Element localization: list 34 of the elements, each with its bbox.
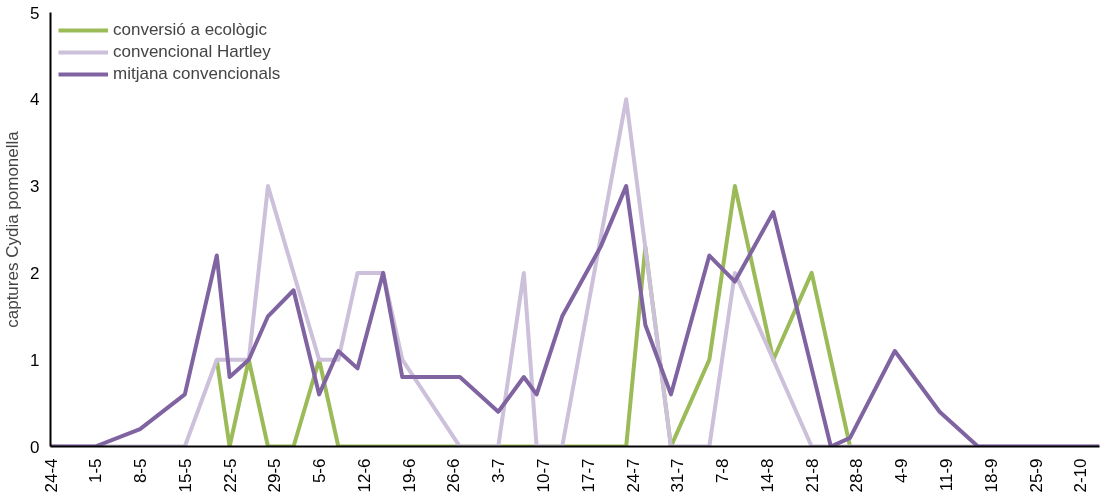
x-tick-label: 26-6 bbox=[444, 458, 464, 493]
x-tick-label: 28-8 bbox=[847, 458, 867, 493]
x-tick-label: 24-4 bbox=[41, 458, 61, 493]
x-tick-label: 10-7 bbox=[534, 458, 554, 493]
x-tick-label: 3-7 bbox=[489, 458, 509, 484]
x-tick-label: 5-6 bbox=[310, 458, 330, 484]
x-tick-label: 25-9 bbox=[1026, 458, 1046, 493]
x-tick-label: 14-8 bbox=[757, 458, 777, 493]
legend-label: mitjana convencionals bbox=[113, 64, 281, 84]
x-tick-label: 7-8 bbox=[713, 458, 733, 484]
x-tick-label: 29-5 bbox=[265, 458, 285, 493]
x-tick-label: 24-7 bbox=[623, 458, 643, 493]
x-tick-label: 1-5 bbox=[86, 458, 106, 484]
x-tick-label: 8-5 bbox=[131, 458, 151, 484]
y-tick-label: 0 bbox=[30, 437, 40, 457]
x-tick-label: 17-7 bbox=[578, 458, 598, 493]
x-tick-label: 2-10 bbox=[1071, 458, 1091, 493]
y-tick-label: 1 bbox=[30, 350, 40, 370]
x-tick-label: 22-5 bbox=[220, 458, 240, 493]
y-tick-label: 2 bbox=[30, 263, 40, 283]
y-tick-label: 3 bbox=[30, 177, 40, 197]
legend-label: convencional Hartley bbox=[113, 42, 271, 62]
x-tick-label: 21-8 bbox=[802, 458, 822, 493]
x-tick-label: 4-9 bbox=[892, 458, 912, 484]
y-tick-label: 4 bbox=[30, 90, 40, 110]
y-axis-title: captures Cydia pomonella bbox=[3, 130, 23, 328]
x-tick-label: 31-7 bbox=[668, 458, 688, 493]
x-tick-label: 11-9 bbox=[936, 458, 956, 492]
y-tick-label: 5 bbox=[30, 3, 40, 23]
x-tick-label: 18-9 bbox=[981, 458, 1001, 493]
x-tick-label: 12-6 bbox=[354, 458, 374, 493]
legend-label: conversió a ecològic bbox=[113, 20, 268, 40]
x-tick-label: 19-6 bbox=[399, 458, 419, 493]
x-tick-label: 15-5 bbox=[175, 458, 195, 493]
